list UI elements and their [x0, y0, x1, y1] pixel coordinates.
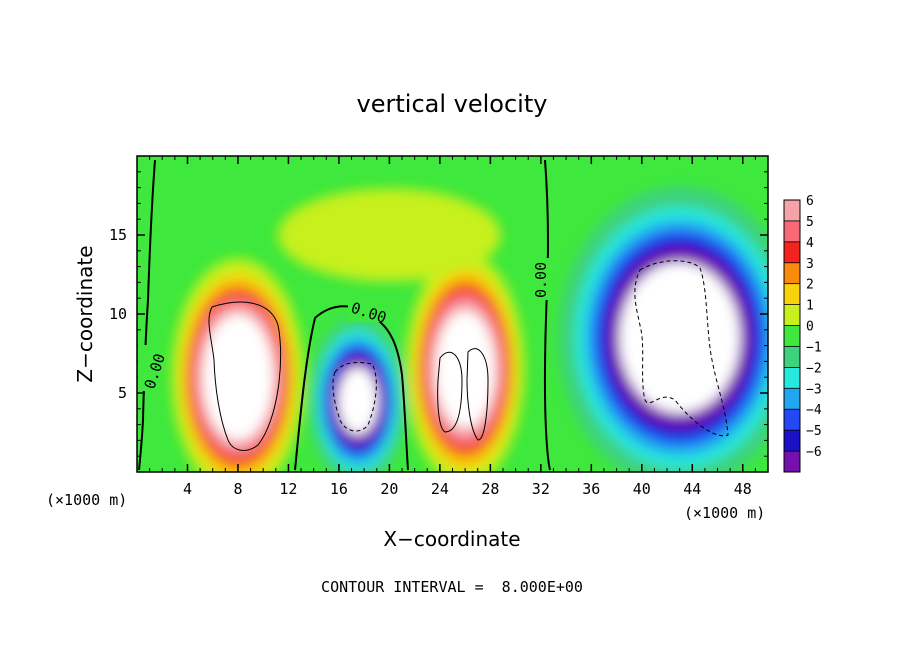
contour-label-bg-mid — [348, 302, 386, 322]
x-tick-label: 4 — [183, 480, 192, 498]
colorbar-swatch — [784, 388, 800, 410]
x-tick-label: 20 — [380, 480, 398, 498]
positive-contour-right-a — [437, 351, 463, 433]
colorbar-swatch — [784, 283, 800, 306]
field-band-2-6 — [337, 367, 378, 435]
zero-contour-right — [543, 159, 551, 471]
field-band-0-6 — [202, 314, 274, 441]
colorbar-label: 1 — [806, 299, 814, 314]
colorbar-label: 6 — [806, 194, 814, 209]
y-tick-label: 15 — [109, 226, 127, 244]
x-axis: 4 8 12 16 20 24 28 32 36 40 44 48 — [149, 156, 756, 498]
y-tick-label: 10 — [109, 305, 127, 323]
positive-contour-right-b — [466, 348, 489, 441]
x-tick-label: 32 — [532, 480, 550, 498]
x-tick-label: 16 — [330, 480, 348, 498]
colorbar-label: 0 — [806, 320, 814, 335]
positive-contour-left — [208, 301, 282, 451]
contour-label-right: 0.00 — [532, 262, 550, 298]
contour-label-bg-right — [530, 258, 550, 300]
colorbar-swatch — [784, 346, 800, 368]
colorbar-swatch — [784, 200, 800, 222]
colorbar-label: −3 — [806, 382, 822, 397]
colorbar-swatch — [784, 325, 800, 347]
x-tick-label: 36 — [582, 480, 600, 498]
field-band-4-0 — [277, 188, 501, 282]
x-axis-title: X−coordinate — [383, 527, 520, 551]
contour-interval-label: CONTOUR INTERVAL = 8.000E+00 — [321, 578, 583, 596]
x-tick-label: 40 — [633, 480, 651, 498]
plot-area — [137, 156, 768, 472]
x-tick-label: 44 — [683, 480, 701, 498]
z-unit-label: (×1000 m) — [684, 504, 765, 522]
x-tick-label: 8 — [233, 480, 242, 498]
y-axis-title: Z−coordinate — [73, 245, 97, 382]
chart-title: vertical velocity — [357, 90, 548, 118]
contour-lines — [138, 159, 729, 471]
colorbar: 6 5 4 3 2 1 0 −1 −2 −3 −4 −5 −6 — [783, 194, 822, 473]
colorbar-swatch — [784, 451, 800, 473]
contour-label-bg-left — [138, 345, 158, 391]
colorbar-label: 3 — [806, 257, 814, 272]
y-axis: 5 10 15 — [109, 171, 768, 457]
x-tick-label: 24 — [431, 480, 449, 498]
x-unit-label: (×1000 m) — [46, 491, 127, 509]
colorbar-label: 4 — [806, 236, 814, 251]
colorbar-label: −2 — [806, 361, 822, 376]
field-band-1-6 — [435, 311, 495, 428]
negative-contour-mid — [332, 361, 377, 432]
colorbar-label: 2 — [806, 278, 814, 293]
x-tick-label: 12 — [279, 480, 297, 498]
zero-contour-left — [138, 159, 156, 471]
colorbar-swatch — [784, 430, 800, 452]
x-tick-label: 48 — [734, 480, 752, 498]
colorbar-label: −4 — [806, 403, 822, 418]
colorbar-swatch — [784, 304, 800, 327]
x-tick-label: 28 — [481, 480, 499, 498]
colorbar-label: 5 — [806, 215, 814, 230]
colorbar-label: −5 — [806, 424, 822, 439]
y-tick-label: 5 — [118, 384, 127, 402]
field-band-3-6 — [619, 262, 741, 414]
colorbar-swatch — [784, 241, 800, 264]
colorbar-swatch — [784, 262, 800, 285]
colorbar-swatch — [784, 367, 800, 389]
colorbar-swatch — [784, 220, 800, 243]
colorbar-label: −1 — [806, 340, 822, 355]
colorbar-label: −6 — [806, 445, 822, 460]
colorbar-swatch — [784, 409, 800, 431]
